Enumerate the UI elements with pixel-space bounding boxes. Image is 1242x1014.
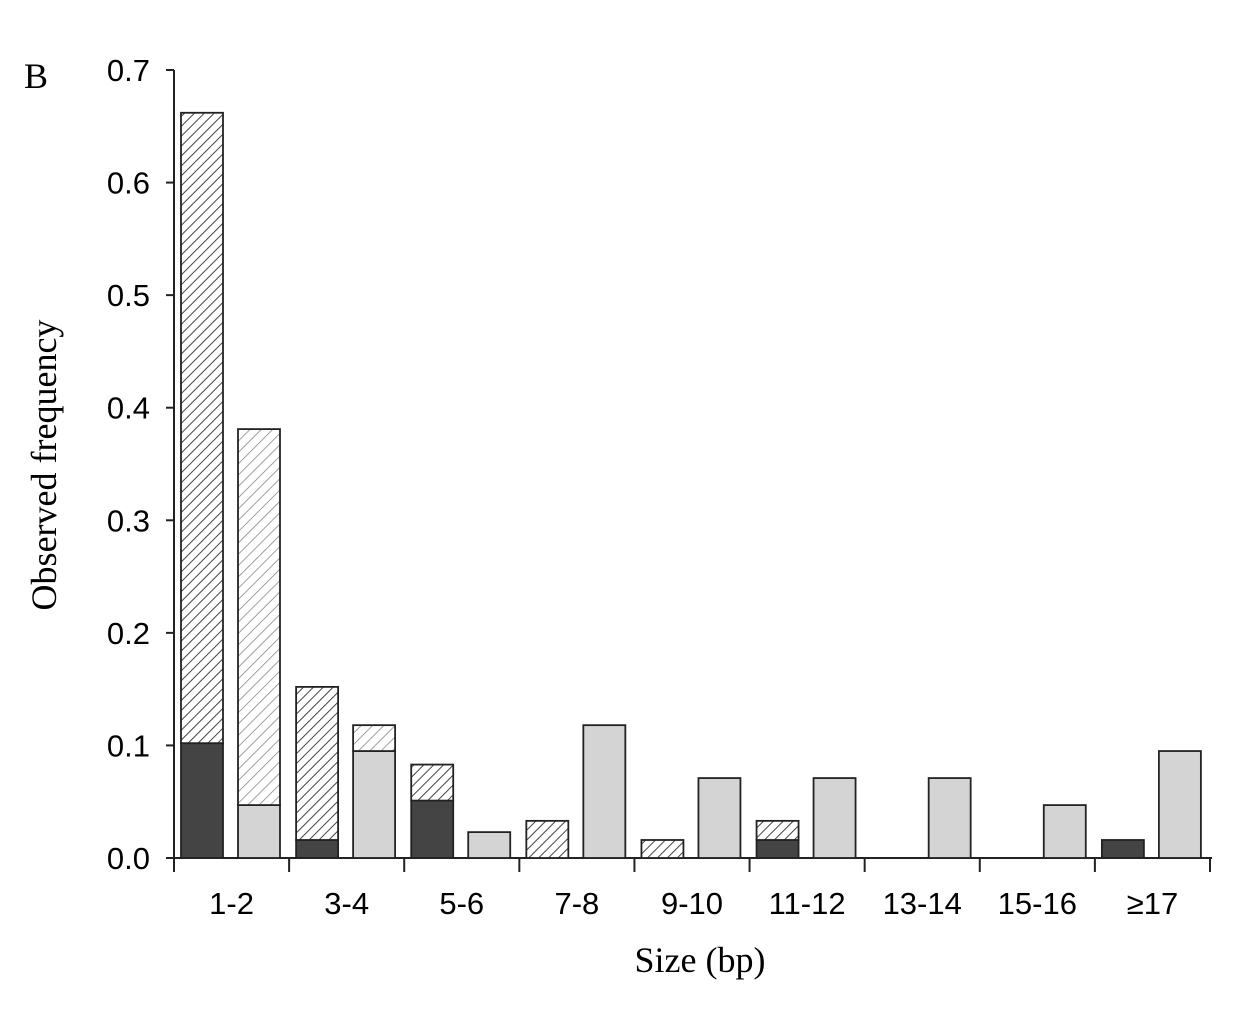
bar-segment (640, 839, 685, 859)
y-tick-label: 0.1 (107, 728, 150, 763)
bar-segment (755, 839, 800, 859)
panel-label: B (24, 56, 48, 96)
bar-segment (237, 428, 281, 806)
y-tick-label: 0.2 (107, 616, 150, 651)
y-tick-label: 0.7 (107, 53, 150, 88)
bar-segment (180, 742, 224, 859)
y-axis-label: Observed frequency (24, 320, 64, 611)
bar-segment (525, 819, 570, 859)
bar-segment (352, 724, 397, 752)
x-tick-label: 15-16 (998, 886, 1077, 921)
y-tick-label: 0.6 (107, 166, 150, 201)
bar-segment (582, 724, 627, 859)
x-tick-label: 3-4 (324, 886, 369, 921)
y-tick-label: 0.5 (107, 278, 150, 313)
x-axis-label: Size (bp) (635, 940, 766, 980)
bar-segment (467, 831, 512, 859)
bar-segment (180, 111, 224, 745)
bar-segment (927, 777, 972, 859)
y-tick-label: 0.0 (107, 841, 150, 876)
bar-segment (295, 839, 340, 859)
y-tick-label: 0.3 (107, 503, 150, 538)
bar-segment (812, 777, 857, 859)
bar-segment (352, 750, 397, 859)
bar-segment (755, 819, 800, 841)
y-tick-label: 0.4 (107, 391, 150, 426)
x-tick-label: 1-2 (209, 886, 254, 921)
bar-segment (1042, 804, 1087, 859)
bar-segment (237, 804, 281, 859)
x-tick-label: 11-12 (769, 886, 846, 921)
x-tick-label: 13-14 (883, 886, 962, 921)
x-tick-label: 9-10 (661, 886, 723, 921)
bar-segment (410, 763, 455, 802)
bar-segment (295, 685, 340, 841)
x-tick-label: ≥17 (1127, 886, 1179, 921)
bar-segment (1157, 750, 1202, 859)
x-tick-label: 7-8 (554, 886, 599, 921)
bar-segment (410, 799, 455, 859)
bar-segment (1100, 839, 1145, 859)
bar-segment (697, 777, 742, 859)
x-tick-label: 5-6 (439, 886, 484, 921)
